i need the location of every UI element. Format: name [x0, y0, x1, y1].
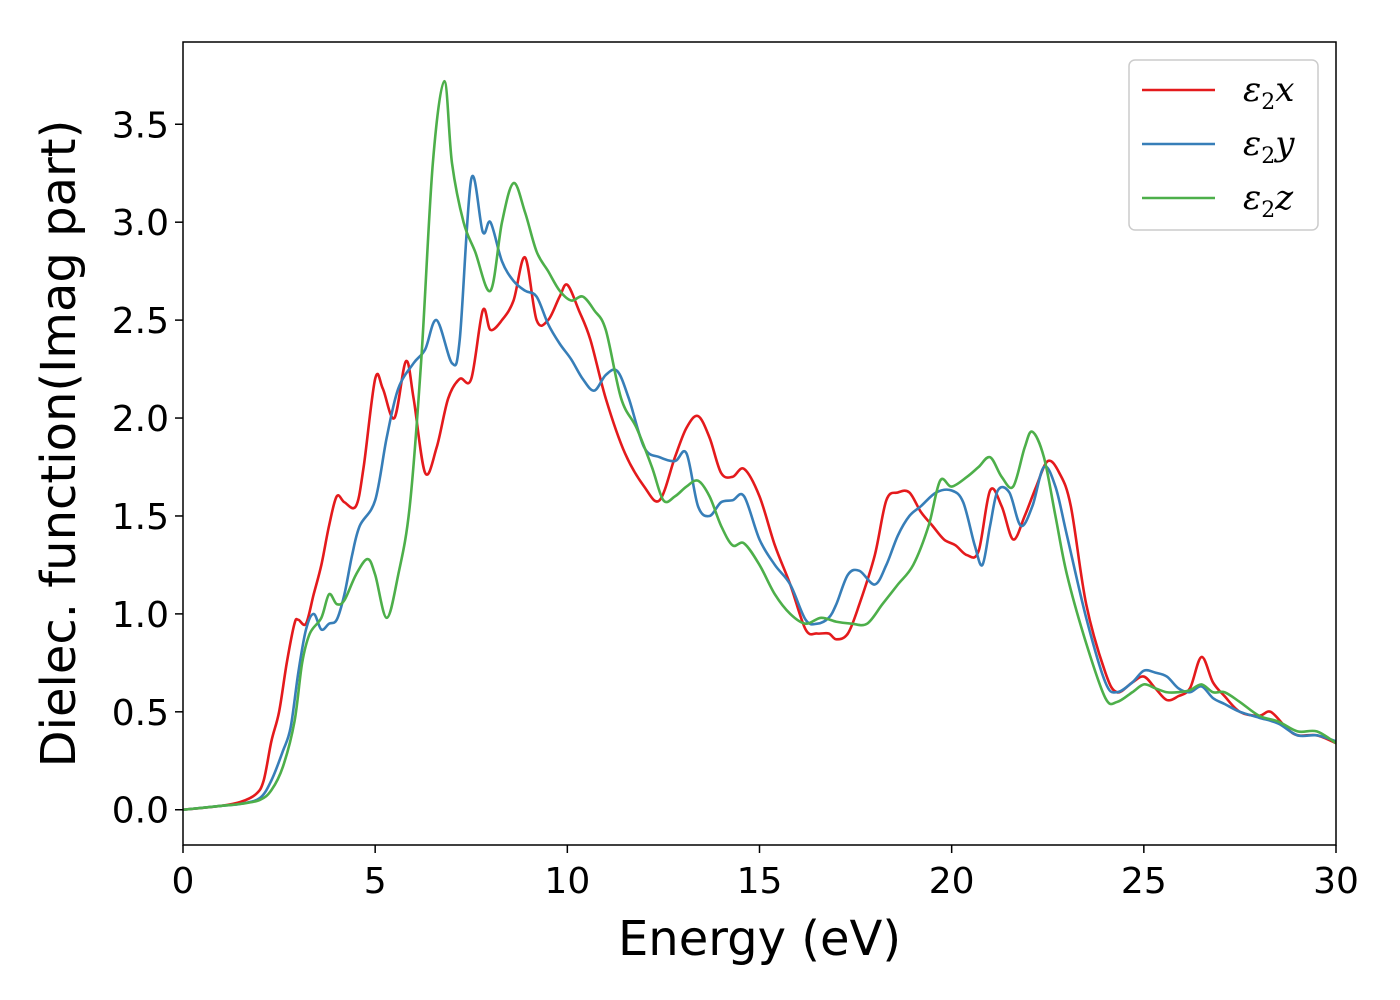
series-line-3 [183, 79, 1336, 812]
legend-box [1128, 59, 1319, 231]
x-tick-label: 20 [929, 861, 975, 902]
x-axis-ticks: 0 5 10 15 20 25 30 [172, 845, 1359, 902]
legend-label: ε2y [1243, 124, 1295, 169]
y-tick-label: 1.5 [112, 497, 169, 538]
x-tick-label: 10 [544, 861, 590, 902]
legend: ε2x ε2y ε2z [1128, 59, 1319, 231]
y-tick-label: 2.0 [112, 399, 169, 440]
x-axis-label: Energy (eV) [618, 911, 901, 967]
legend-label: ε2x [1243, 70, 1294, 115]
legend-label: ε2z [1243, 178, 1294, 223]
y-axis-ticks: 0.0 0.5 1.0 1.5 2.0 2.5 3.0 3.5 [112, 105, 183, 832]
y-tick-label: 3.5 [112, 105, 169, 146]
x-tick-label: 30 [1313, 861, 1359, 902]
series-line-2 [183, 174, 1336, 812]
x-tick-label: 0 [172, 861, 195, 902]
y-tick-label: 3.0 [112, 203, 169, 244]
series-layer [183, 79, 1336, 812]
x-tick-label: 25 [1121, 861, 1167, 902]
y-tick-label: 0.0 [112, 791, 169, 832]
y-tick-label: 0.5 [112, 693, 169, 734]
y-axis-label: Dielec. function(Imag part) [31, 120, 87, 768]
x-tick-label: 15 [737, 861, 783, 902]
y-tick-label: 1.0 [112, 595, 169, 636]
y-tick-label: 2.5 [112, 301, 169, 342]
x-tick-label: 5 [364, 861, 387, 902]
